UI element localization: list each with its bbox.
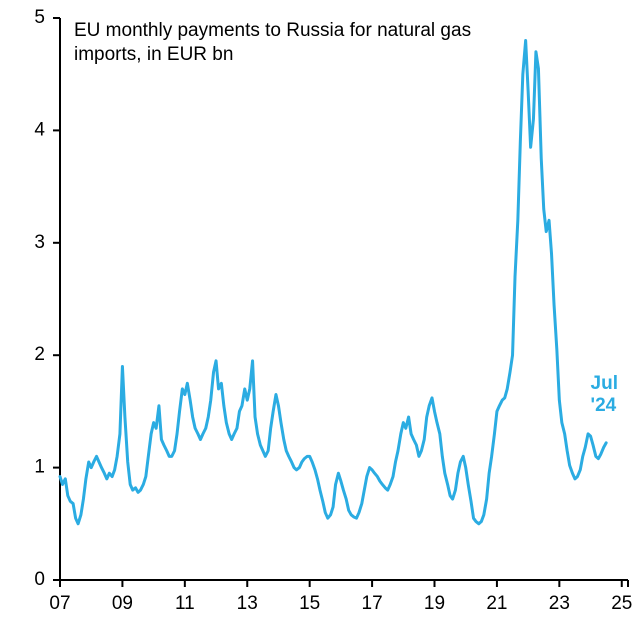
x-tick-label: 09 bbox=[112, 593, 133, 614]
line-chart: 01234507091113151719212325EU monthly pay… bbox=[0, 0, 640, 629]
x-tick-label: 25 bbox=[611, 593, 632, 614]
y-tick-label: 4 bbox=[34, 119, 45, 140]
y-tick-label: 0 bbox=[34, 569, 45, 590]
x-tick-label: 21 bbox=[486, 593, 507, 614]
y-tick-label: 1 bbox=[34, 457, 45, 478]
x-tick-label: 07 bbox=[49, 593, 70, 614]
y-tick-label: 5 bbox=[34, 7, 45, 28]
x-tick-label: 11 bbox=[175, 593, 195, 614]
x-tick-label: 13 bbox=[237, 593, 258, 614]
y-tick-label: 2 bbox=[34, 344, 45, 365]
annotation-label: Jul bbox=[591, 373, 618, 394]
chart-container: 01234507091113151719212325EU monthly pay… bbox=[0, 0, 640, 629]
chart-title-line: EU monthly payments to Russia for natura… bbox=[74, 20, 471, 41]
x-tick-label: 17 bbox=[362, 593, 383, 614]
y-tick-label: 3 bbox=[34, 232, 45, 253]
annotation-label: '24 bbox=[591, 395, 617, 416]
x-tick-label: 23 bbox=[549, 593, 570, 614]
chart-title-line: imports, in EUR bn bbox=[74, 44, 233, 65]
x-tick-label: 19 bbox=[424, 593, 445, 614]
x-tick-label: 15 bbox=[299, 593, 320, 614]
chart-background bbox=[0, 0, 640, 629]
